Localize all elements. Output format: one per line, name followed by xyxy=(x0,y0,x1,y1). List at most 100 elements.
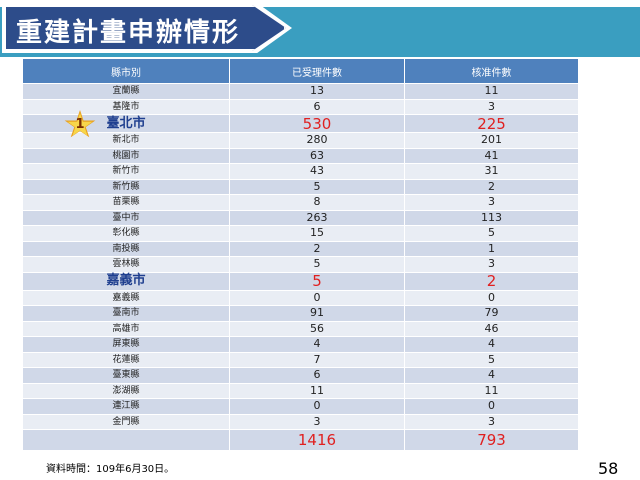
received-cell: 56 xyxy=(228,320,406,337)
table-row: 桃園市 63 41 xyxy=(22,147,579,164)
county-cell: 屏東縣 xyxy=(22,336,230,352)
application-table: 縣市別 已受理件數 核准件數 宜蘭縣 13 11 基隆市 6 3 臺北市 530 225 新北市 2… xyxy=(22,58,579,450)
county-cell: 臺東縣 xyxy=(22,367,230,383)
approved-cell: 4 xyxy=(404,367,579,383)
title-box xyxy=(4,5,286,51)
table-row: 雲林縣 5 3 xyxy=(22,256,579,272)
approved-cell: 3 xyxy=(404,256,579,272)
received-cell: 280 xyxy=(228,132,406,148)
table-row: 宜蘭縣 13 11 xyxy=(22,83,579,99)
header-county: 縣市別 xyxy=(22,58,230,84)
approved-cell: 11 xyxy=(404,382,579,399)
table-row: 苗栗縣 8 3 xyxy=(22,194,579,210)
approved-cell: 5 xyxy=(404,351,579,368)
total-row: 1416 793 xyxy=(22,429,579,450)
approved-cell: 41 xyxy=(404,147,579,164)
received-cell: 43 xyxy=(228,163,406,179)
approved-cell: 113 xyxy=(404,209,579,226)
total-label-cell xyxy=(22,429,230,450)
approved-cell: 46 xyxy=(404,320,579,337)
received-cell: 8 xyxy=(228,194,406,210)
received-cell: 91 xyxy=(228,305,406,321)
county-cell: 澎湖縣 xyxy=(22,382,230,399)
table-row: 嘉義縣 0 0 xyxy=(22,289,579,306)
table-row: 臺東縣 6 4 xyxy=(22,367,579,383)
page-number: 58 xyxy=(598,459,619,478)
received-cell: 263 xyxy=(228,209,406,226)
county-cell: 宜蘭縣 xyxy=(22,83,230,99)
county-cell: 連江縣 xyxy=(22,398,230,414)
table-row: 基隆市 6 3 xyxy=(22,98,579,115)
received-cell: 6 xyxy=(228,367,406,383)
county-cell: 新竹縣 xyxy=(22,178,230,195)
approved-cell: 225 xyxy=(404,114,579,133)
rank-number: 1 xyxy=(75,117,85,132)
county-cell: 臺中市 xyxy=(22,209,230,226)
page-title: 重建計畫申辦情形 xyxy=(16,18,241,48)
table-row: 澎湖縣 11 11 xyxy=(22,382,579,399)
county-cell: 臺北市 xyxy=(22,114,230,133)
table-row: 屏東縣 4 4 xyxy=(22,336,579,352)
approved-cell: 201 xyxy=(404,132,579,148)
received-cell: 7 xyxy=(228,351,406,368)
received-cell: 6 xyxy=(228,98,406,115)
approved-cell: 11 xyxy=(404,83,579,99)
county-cell: 桃園市 xyxy=(22,147,230,164)
table-header-row: 縣市別 已受理件數 核准件數 xyxy=(22,58,579,84)
table-row: 臺北市 530 225 xyxy=(22,114,579,133)
received-cell: 4 xyxy=(228,336,406,352)
county-cell: 南投縣 xyxy=(22,240,230,257)
county-cell: 花蓮縣 xyxy=(22,351,230,368)
table-body: 宜蘭縣 13 11 基隆市 6 3 臺北市 530 225 新北市 280 201 桃園市 63 41 新竹市… xyxy=(22,83,579,450)
received-cell: 63 xyxy=(228,147,406,164)
table-row: 連江縣 0 0 xyxy=(22,398,579,414)
table-row: 高雄市 56 46 xyxy=(22,320,579,337)
approved-cell: 1 xyxy=(404,240,579,257)
total-approved-cell: 793 xyxy=(404,429,579,450)
table-row: 新竹縣 5 2 xyxy=(22,178,579,195)
header-received: 已受理件數 xyxy=(228,58,406,84)
table-row: 花蓮縣 7 5 xyxy=(22,351,579,368)
header-approved: 核准件數 xyxy=(404,58,579,84)
received-cell: 5 xyxy=(228,178,406,195)
county-cell: 彰化縣 xyxy=(22,225,230,241)
total-received-cell: 1416 xyxy=(228,429,406,450)
approved-cell: 0 xyxy=(404,289,579,306)
table-row: 嘉義市 5 2 xyxy=(22,271,579,290)
county-cell: 高雄市 xyxy=(22,320,230,337)
received-cell: 0 xyxy=(228,398,406,414)
approved-cell: 0 xyxy=(404,398,579,414)
approved-cell: 2 xyxy=(404,271,579,290)
received-cell: 2 xyxy=(228,240,406,257)
approved-cell: 79 xyxy=(404,305,579,321)
county-cell: 苗栗縣 xyxy=(22,194,230,210)
county-cell: 基隆市 xyxy=(22,98,230,115)
table-row: 新北市 280 201 xyxy=(22,132,579,148)
rank-star-icon: 1 xyxy=(64,110,96,140)
table-row: 彰化縣 15 5 xyxy=(22,225,579,241)
county-cell: 新北市 xyxy=(22,132,230,148)
approved-cell: 3 xyxy=(404,194,579,210)
approved-cell: 5 xyxy=(404,225,579,241)
table-row: 金門縣 3 3 xyxy=(22,413,579,430)
county-cell: 臺南市 xyxy=(22,305,230,321)
county-cell: 雲林縣 xyxy=(22,256,230,272)
approved-cell: 4 xyxy=(404,336,579,352)
received-cell: 11 xyxy=(228,382,406,399)
table-row: 臺中市 263 113 xyxy=(22,209,579,226)
county-cell: 嘉義縣 xyxy=(22,289,230,306)
received-cell: 530 xyxy=(228,114,406,133)
table-row: 新竹市 43 31 xyxy=(22,163,579,179)
table-row: 臺南市 91 79 xyxy=(22,305,579,321)
received-cell: 15 xyxy=(228,225,406,241)
received-cell: 5 xyxy=(228,271,406,290)
approved-cell: 3 xyxy=(404,413,579,430)
table-row: 南投縣 2 1 xyxy=(22,240,579,257)
data-date-footnote: 資料時間：109年6月30日。 xyxy=(46,464,175,475)
county-cell: 新竹市 xyxy=(22,163,230,179)
approved-cell: 31 xyxy=(404,163,579,179)
received-cell: 13 xyxy=(228,83,406,99)
approved-cell: 2 xyxy=(404,178,579,195)
approved-cell: 3 xyxy=(404,98,579,115)
county-cell: 嘉義市 xyxy=(22,271,230,290)
